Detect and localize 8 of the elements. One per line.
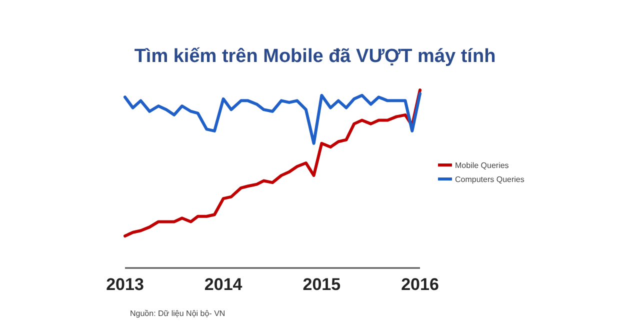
legend-label: Computers Queries	[455, 175, 524, 184]
text: Nguồn: Dữ liệu Nội bộ- VN	[130, 309, 226, 318]
x-tick-label: 2014	[204, 275, 243, 294]
chart-title: Tìm kiếm trên Mobile đã VƯỢT máy tính	[134, 46, 496, 67]
x-tick-label: 2013	[106, 275, 144, 294]
legend-label: Mobile Queries	[455, 161, 509, 170]
x-tick-label: 2016	[401, 275, 439, 294]
x-tick-label: 2015	[302, 275, 341, 294]
